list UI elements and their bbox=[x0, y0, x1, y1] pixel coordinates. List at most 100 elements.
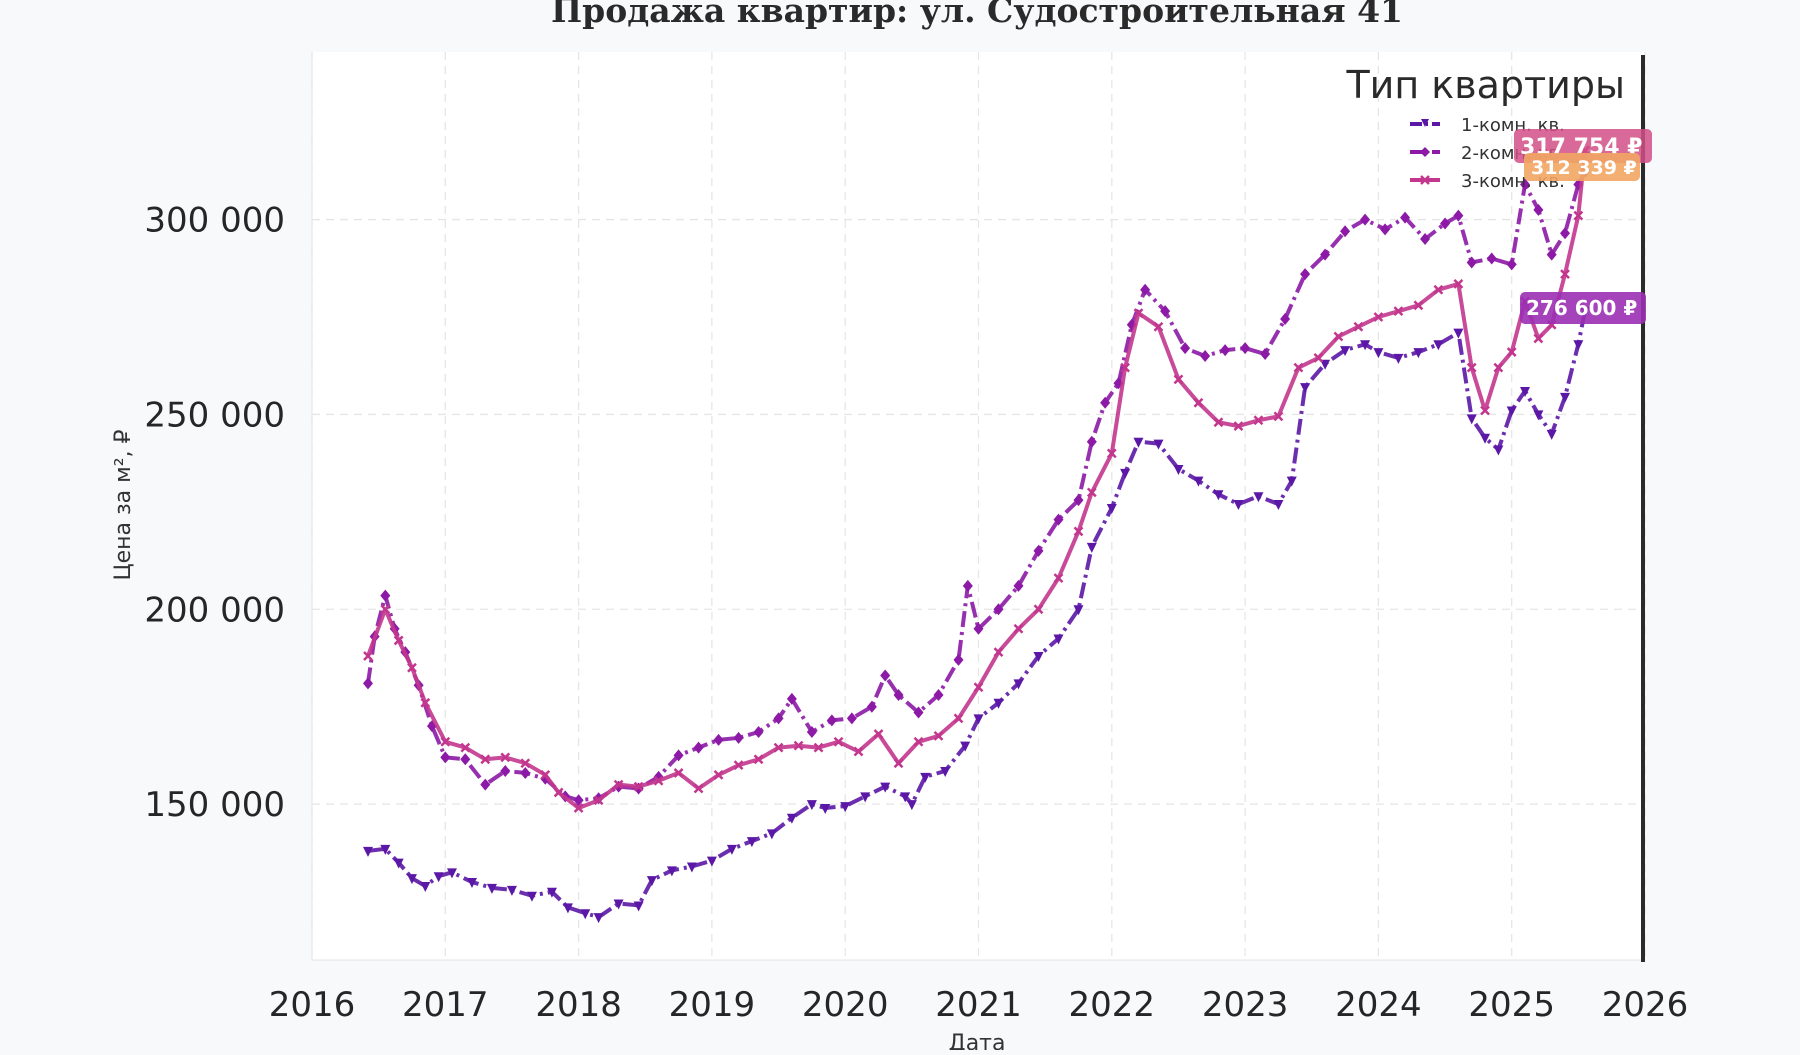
data-point bbox=[613, 899, 624, 910]
data-point bbox=[1153, 321, 1164, 332]
data-point bbox=[1013, 679, 1024, 690]
x-tick-label: 2020 bbox=[802, 985, 889, 1025]
data-point bbox=[1546, 248, 1557, 261]
data-point bbox=[733, 731, 744, 744]
data-point bbox=[853, 746, 864, 757]
data-point bbox=[1340, 225, 1351, 238]
data-point bbox=[813, 742, 824, 753]
data-point bbox=[1466, 362, 1477, 373]
data-point bbox=[1466, 414, 1477, 425]
data-point bbox=[393, 635, 404, 646]
data-point bbox=[446, 868, 457, 879]
data-point bbox=[1100, 396, 1111, 409]
data-point bbox=[1273, 500, 1284, 511]
data-point bbox=[520, 758, 531, 769]
data-point bbox=[993, 603, 1004, 616]
x-tick-label: 2023 bbox=[1202, 985, 1289, 1025]
data-point bbox=[500, 752, 511, 763]
data-point bbox=[500, 764, 511, 777]
data-point bbox=[506, 885, 517, 896]
data-point bbox=[673, 749, 684, 762]
data-point bbox=[840, 802, 851, 813]
data-point bbox=[440, 751, 451, 764]
data-point bbox=[1053, 513, 1064, 526]
data-point bbox=[693, 741, 704, 754]
data-point bbox=[880, 782, 891, 793]
data-point bbox=[1120, 362, 1131, 373]
data-point bbox=[1480, 405, 1490, 416]
data-point bbox=[1440, 217, 1451, 230]
data-point bbox=[1333, 331, 1344, 342]
data-point bbox=[1466, 256, 1477, 269]
x-tick-label: 2025 bbox=[1468, 985, 1555, 1025]
data-point bbox=[406, 874, 417, 885]
data-point bbox=[1193, 397, 1204, 408]
data-point bbox=[1373, 348, 1384, 359]
data-point bbox=[873, 729, 884, 739]
data-point bbox=[1193, 476, 1204, 487]
series-3 bbox=[363, 145, 1590, 813]
data-point bbox=[1133, 437, 1144, 448]
legend-marker-3 bbox=[1420, 175, 1430, 185]
data-point bbox=[1160, 305, 1171, 318]
data-point bbox=[613, 779, 624, 790]
data-point bbox=[1053, 634, 1064, 645]
data-point bbox=[1086, 542, 1097, 553]
data-point bbox=[1506, 406, 1517, 417]
chart-title: Продажа квартир: ул. Судостроительная 41 bbox=[551, 0, 1403, 30]
data-point bbox=[773, 712, 784, 725]
data-point bbox=[953, 713, 964, 724]
data-point bbox=[1533, 333, 1544, 344]
data-point bbox=[1173, 464, 1184, 475]
data-point bbox=[913, 736, 924, 747]
data-point bbox=[546, 887, 557, 898]
data-point bbox=[1413, 348, 1424, 359]
data-point bbox=[593, 913, 604, 924]
data-point bbox=[1253, 415, 1264, 426]
data-point bbox=[1220, 344, 1231, 357]
y-tick-label: 150 000 bbox=[144, 785, 285, 825]
y-tick-label: 250 000 bbox=[144, 395, 285, 435]
data-point bbox=[1573, 210, 1584, 221]
data-point bbox=[1546, 429, 1557, 440]
data-point bbox=[1393, 353, 1404, 364]
data-point bbox=[480, 778, 491, 791]
legend-marker-2 bbox=[1420, 147, 1430, 157]
data-point bbox=[1106, 503, 1117, 514]
y-tick-label: 300 000 bbox=[144, 201, 285, 241]
data-point bbox=[806, 726, 817, 739]
data-point bbox=[580, 909, 591, 920]
data-point bbox=[1520, 387, 1531, 398]
data-point bbox=[1180, 342, 1191, 355]
data-point bbox=[962, 579, 973, 592]
data-point bbox=[1233, 421, 1244, 431]
data-point bbox=[893, 758, 904, 769]
data-point bbox=[380, 604, 391, 615]
data-point bbox=[1493, 445, 1504, 456]
data-point bbox=[906, 800, 917, 811]
data-point bbox=[1213, 490, 1224, 501]
x-axis-label: Дата bbox=[949, 1031, 1006, 1050]
data-point bbox=[833, 736, 844, 747]
data-point bbox=[1573, 340, 1584, 351]
y-tick-label: 200 000 bbox=[144, 590, 285, 630]
data-point bbox=[686, 862, 697, 873]
data-point bbox=[993, 698, 1004, 709]
data-point bbox=[1433, 284, 1444, 295]
ticks-layer: 2016 2017 2018 2019 2020 2021 2022 2023 2024 2025… bbox=[144, 201, 1688, 1025]
data-point bbox=[440, 736, 451, 747]
data-point bbox=[1073, 526, 1084, 537]
data-point bbox=[1033, 652, 1044, 663]
data-point bbox=[1533, 203, 1544, 216]
data-point bbox=[933, 689, 944, 702]
x-tick-label: 2016 bbox=[269, 985, 356, 1025]
data-point bbox=[786, 813, 797, 824]
data-point bbox=[1320, 359, 1331, 370]
data-point bbox=[573, 794, 584, 807]
data-point bbox=[1033, 604, 1044, 615]
data-point bbox=[793, 740, 804, 751]
data-point bbox=[1533, 410, 1544, 421]
data-point bbox=[1453, 278, 1464, 289]
data-point bbox=[1286, 476, 1297, 487]
